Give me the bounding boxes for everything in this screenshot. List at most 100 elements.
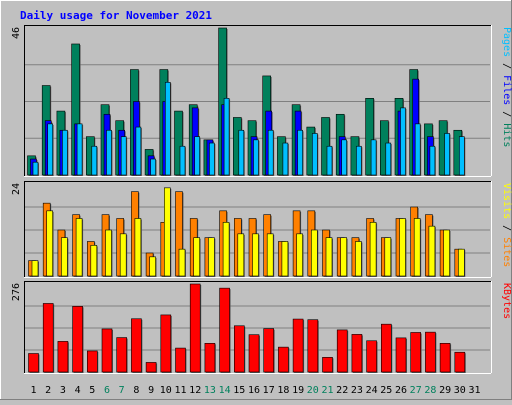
legend-hits: Hits bbox=[501, 123, 512, 147]
bar-pages-day-9 bbox=[150, 158, 156, 176]
bar-kbytes-day-12 bbox=[189, 283, 201, 373]
bar-kbytes-day-10 bbox=[160, 314, 172, 373]
ymax-label: 276 bbox=[11, 283, 22, 301]
bar-kbytes-day-3 bbox=[57, 341, 69, 373]
legend-pages: Pages bbox=[501, 27, 512, 57]
bar-kbytes-day-11 bbox=[175, 347, 186, 373]
bar-pages-day-6 bbox=[106, 129, 112, 176]
day-label-5: 5 bbox=[89, 385, 95, 396]
legend-separator: / bbox=[501, 57, 512, 75]
bar-pages-day-24 bbox=[370, 139, 377, 176]
bar-pages-day-16 bbox=[253, 139, 259, 176]
panel-legend: KBytes bbox=[501, 283, 512, 319]
bar-visits-day-10 bbox=[164, 187, 171, 277]
bar-visits-day-14 bbox=[222, 222, 230, 277]
legend-sites: Sites bbox=[501, 237, 512, 267]
bar-visits-day-22 bbox=[340, 237, 348, 277]
bar-kbytes-day-13 bbox=[204, 343, 216, 373]
bar-visits-day-13 bbox=[208, 237, 215, 277]
bar-pages-day-19 bbox=[297, 129, 303, 176]
day-label-25: 25 bbox=[380, 385, 392, 396]
bar-visits-day-17 bbox=[266, 233, 274, 277]
day-label-23: 23 bbox=[351, 385, 363, 396]
ymax-label: 24 bbox=[11, 183, 22, 195]
bar-kbytes-day-20 bbox=[307, 319, 319, 373]
bar-visits-day-26 bbox=[399, 218, 406, 277]
bar-kbytes-day-24 bbox=[366, 340, 377, 373]
bar-visits-day-30 bbox=[457, 248, 465, 277]
day-label-11: 11 bbox=[174, 385, 186, 396]
bar-kbytes-day-17 bbox=[263, 328, 275, 373]
bar-kbytes-day-15 bbox=[234, 325, 245, 373]
bar-pages-day-15 bbox=[238, 129, 245, 176]
day-label-10: 10 bbox=[160, 385, 172, 396]
day-label-18: 18 bbox=[277, 385, 289, 396]
bar-kbytes-day-6 bbox=[101, 328, 113, 373]
bar-pages-day-27 bbox=[414, 123, 421, 176]
bar-kbytes-day-14 bbox=[219, 287, 230, 373]
bar-visits-day-21 bbox=[325, 237, 333, 277]
bar-pages-day-10 bbox=[165, 82, 171, 176]
bar-visits-day-7 bbox=[119, 233, 127, 277]
day-label-7: 7 bbox=[119, 385, 125, 396]
bar-pages-day-30 bbox=[458, 136, 465, 176]
panel-legend: Pages / Files / Hits bbox=[501, 27, 512, 147]
bar-pages-day-2 bbox=[47, 123, 54, 176]
day-label-15: 15 bbox=[233, 385, 245, 396]
panel-hits_files_pages: 46 Pages / Files / Hits bbox=[11, 25, 512, 177]
day-label-13: 13 bbox=[204, 385, 216, 396]
bar-pages-day-25 bbox=[385, 142, 392, 176]
ymax-label: 46 bbox=[11, 27, 22, 39]
bar-visits-day-29 bbox=[443, 229, 450, 277]
bar-kbytes-day-16 bbox=[248, 334, 260, 373]
bar-visits-day-1 bbox=[31, 260, 39, 277]
bar-visits-day-23 bbox=[355, 241, 362, 277]
bar-kbytes-day-26 bbox=[395, 337, 407, 373]
bar-pages-day-22 bbox=[341, 139, 348, 176]
bar-kbytes-day-2 bbox=[42, 303, 54, 373]
day-label-27: 27 bbox=[410, 385, 422, 396]
day-label-30: 30 bbox=[454, 385, 466, 396]
day-label-26: 26 bbox=[395, 385, 407, 396]
bar-pages-day-29 bbox=[444, 133, 450, 176]
day-label-8: 8 bbox=[133, 385, 139, 396]
bar-kbytes-day-4 bbox=[72, 306, 83, 373]
bar-kbytes-day-27 bbox=[410, 332, 422, 373]
day-label-9: 9 bbox=[148, 385, 154, 396]
bar-kbytes-day-25 bbox=[380, 323, 392, 373]
bar-pages-day-23 bbox=[356, 145, 362, 176]
bar-hits-day-11 bbox=[174, 110, 183, 176]
day-label-12: 12 bbox=[189, 385, 201, 396]
bar-visits-day-27 bbox=[413, 218, 421, 277]
bar-pages-day-26 bbox=[400, 107, 406, 176]
day-label-21: 21 bbox=[321, 385, 333, 396]
panel-legend: Visits / Sites bbox=[501, 183, 512, 267]
day-label-20: 20 bbox=[307, 385, 319, 396]
bar-pages-day-3 bbox=[62, 129, 68, 176]
legend-kbytes: KBytes bbox=[501, 283, 512, 319]
day-label-2: 2 bbox=[45, 385, 51, 396]
bar-pages-day-18 bbox=[282, 142, 289, 176]
bar-kbytes-day-5 bbox=[87, 350, 98, 373]
bar-pages-day-20 bbox=[311, 133, 318, 176]
bar-kbytes-day-21 bbox=[322, 357, 333, 373]
bar-visits-day-28 bbox=[428, 225, 436, 277]
day-label-24: 24 bbox=[366, 385, 378, 396]
bar-kbytes-day-7 bbox=[116, 337, 127, 373]
panel-sites_visits: 24 Visits / Sites bbox=[11, 181, 512, 278]
bar-visits-day-11 bbox=[178, 248, 186, 277]
legend-separator: / bbox=[501, 219, 512, 237]
panel-kbytes: 276 KBytes bbox=[11, 281, 512, 374]
bar-pages-day-5 bbox=[91, 145, 98, 176]
bar-kbytes-day-28 bbox=[425, 331, 436, 373]
bar-pages-day-7 bbox=[120, 136, 127, 176]
day-label-3: 3 bbox=[60, 385, 66, 396]
bar-visits-day-6 bbox=[105, 229, 112, 277]
day-label-6: 6 bbox=[104, 385, 110, 396]
day-label-14: 14 bbox=[219, 385, 231, 396]
bar-visits-day-20 bbox=[310, 229, 318, 277]
bar-visits-day-12 bbox=[193, 237, 200, 277]
bar-pages-day-12 bbox=[194, 136, 200, 176]
